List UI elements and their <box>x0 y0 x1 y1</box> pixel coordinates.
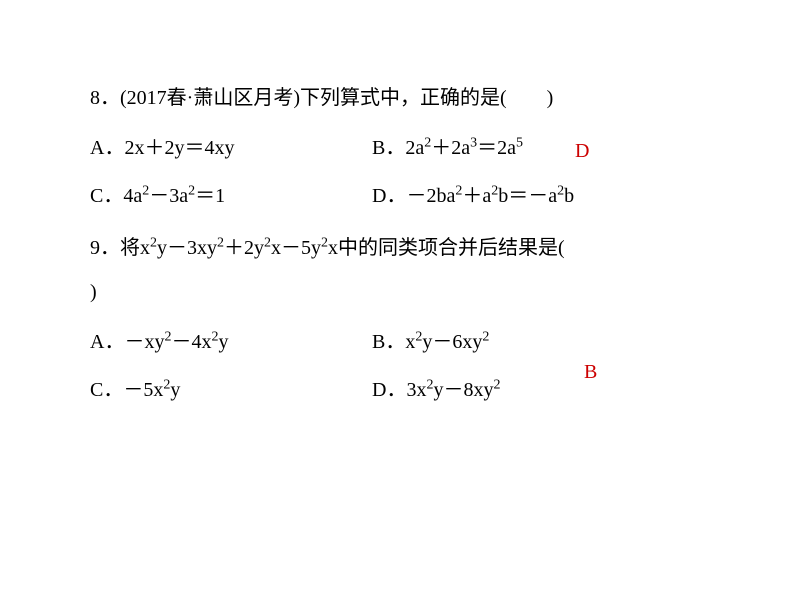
q9-b-t2: y－6xy <box>422 331 482 353</box>
q9-d-t2: y－8xy <box>433 379 493 401</box>
q9-answer: B <box>584 361 597 384</box>
q9-s2: 2 <box>217 235 224 250</box>
q8-a-label: A． <box>90 137 124 159</box>
q9-c-t2: y <box>170 379 180 401</box>
q8-c-t1: 4a <box>123 185 142 207</box>
q8-d-t3: b＝－a <box>498 185 557 207</box>
q8-option-c: C．4a2－3a2＝1 <box>90 176 372 216</box>
q9-a-t2: －4x <box>171 331 211 353</box>
q9-t5: x中的同类项合并后结果是( <box>328 237 565 259</box>
q8-answer: D <box>575 140 589 163</box>
q9-b-label: B． <box>372 331 405 353</box>
q9-option-b: B．x2y－6xy2 <box>372 322 489 362</box>
q9-stem-line1: 9．将x2y－3xy2＋2y2x－5y2x中的同类项合并后结果是( <box>90 226 704 270</box>
q9-t2: y－3xy <box>157 237 217 259</box>
q8-d-t2: ＋a <box>462 185 491 207</box>
q8-stem-spacer <box>507 87 547 109</box>
q9-stem-line2: ) <box>90 270 704 314</box>
q9-a-t3: y <box>218 331 228 353</box>
q9-a-t1: －xy <box>124 331 164 353</box>
q9-c-t1: －5x <box>123 379 163 401</box>
q9-d-label: D． <box>372 379 406 401</box>
q8-b-label: B． <box>372 137 405 159</box>
q8-d-label: D． <box>372 185 406 207</box>
question-9: 9．将x2y－3xy2＋2y2x－5y2x中的同类项合并后结果是( ) A．－x… <box>90 226 704 410</box>
q8-option-b: B．2a2＋2a3＝2a5 <box>372 128 523 168</box>
q9-row-cd: C．－5x2y D．3x2y－8xy2 <box>90 370 704 410</box>
q8-option-d: D．－2ba2＋a2b＝－a2b <box>372 176 574 216</box>
q8-option-a: A．2x＋2y＝4xy <box>90 128 372 168</box>
q9-option-d: D．3x2y－8xy2 <box>372 370 500 410</box>
q9-s3: 2 <box>264 235 271 250</box>
q8-b-t3: ＝2a <box>477 137 516 159</box>
q9-b-s2: 2 <box>482 329 489 344</box>
q9-d-t1: 3x <box>406 379 426 401</box>
q8-stem-prefix: 8．(2017春·萧山区月考)下列算式中，正确的是( <box>90 87 507 109</box>
q8-c-t2: －3a <box>149 185 188 207</box>
q8-c-t3: ＝1 <box>195 185 225 207</box>
document-content: 8．(2017春·萧山区月考)下列算式中，正确的是( ) A．2x＋2y＝4xy… <box>0 0 794 410</box>
q9-s4: 2 <box>321 235 328 250</box>
q9-a-label: A． <box>90 331 124 353</box>
q8-d-t4: b <box>564 185 574 207</box>
q8-c-label: C． <box>90 185 123 207</box>
q9-stem-prefix: 9．将x <box>90 237 150 259</box>
q8-d-t1: －2ba <box>406 185 455 207</box>
q8-a-text: 2x＋2y＝4xy <box>124 137 234 159</box>
q9-row-ab: A．－xy2－4x2y B．x2y－6xy2 <box>90 322 704 362</box>
q8-stem: 8．(2017春·萧山区月考)下列算式中，正确的是( ) <box>90 76 704 120</box>
q9-t3: ＋2y <box>224 237 264 259</box>
q9-option-c: C．－5x2y <box>90 370 372 410</box>
q8-b-t1: 2a <box>405 137 424 159</box>
q9-t4: x－5y <box>271 237 321 259</box>
q9-b-t1: x <box>405 331 415 353</box>
q9-c-label: C． <box>90 379 123 401</box>
q8-stem-suffix: ) <box>547 87 554 109</box>
q8-b-s3: 5 <box>516 135 523 150</box>
q9-s1: 2 <box>150 235 157 250</box>
q8-b-t2: ＋2a <box>431 137 470 159</box>
question-8: 8．(2017春·萧山区月考)下列算式中，正确的是( ) A．2x＋2y＝4xy… <box>90 76 704 216</box>
q9-option-a: A．－xy2－4x2y <box>90 322 372 362</box>
q8-row-ab: A．2x＋2y＝4xy B．2a2＋2a3＝2a5 <box>90 128 704 168</box>
q9-d-s2: 2 <box>493 377 500 392</box>
q8-row-cd: C．4a2－3a2＝1 D．－2ba2＋a2b＝－a2b <box>90 176 704 216</box>
